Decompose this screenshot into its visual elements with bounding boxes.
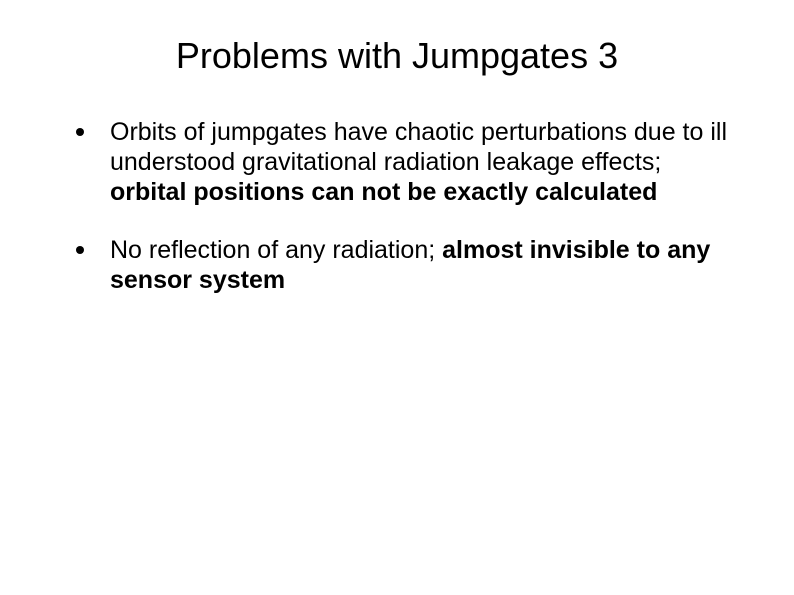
slide-title: Problems with Jumpgates 3 bbox=[50, 30, 744, 77]
slide: Problems with Jumpgates 3 Orbits of jump… bbox=[0, 0, 794, 595]
list-item-bold: orbital positions can not be exactly cal… bbox=[110, 178, 657, 206]
list-item-text: No reflection of any radiation; bbox=[110, 236, 442, 264]
bullet-list: Orbits of jumpgates have chaotic perturb… bbox=[70, 117, 744, 295]
list-item-text: Orbits of jumpgates have chaotic perturb… bbox=[110, 118, 727, 176]
list-item: No reflection of any radiation; almost i… bbox=[70, 235, 744, 295]
list-item: Orbits of jumpgates have chaotic perturb… bbox=[70, 117, 744, 207]
